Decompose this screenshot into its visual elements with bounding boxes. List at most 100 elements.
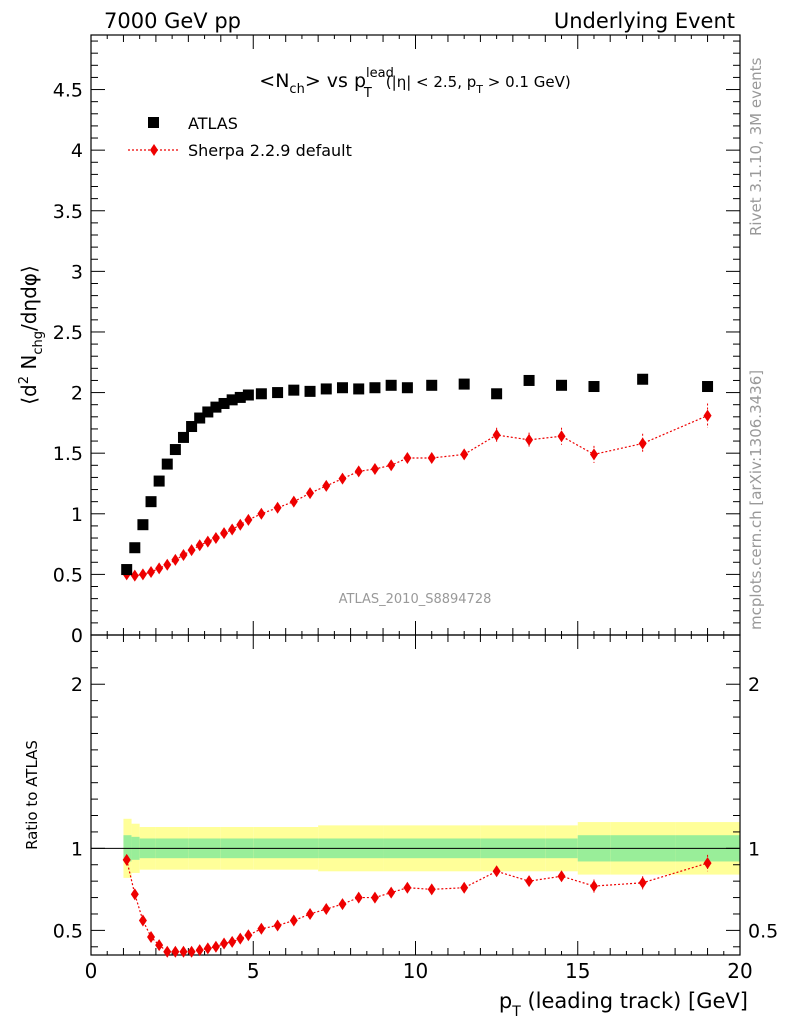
sherpa-ratio-point [171, 945, 180, 958]
atlas-main-point [353, 383, 365, 395]
sherpa-main-point [322, 479, 331, 492]
main-y-tick-label: 0.5 [53, 564, 83, 586]
sherpa-main-point [703, 409, 712, 422]
sherpa-ratio-point [289, 914, 298, 927]
x-axis-label: pT (leading track) [GeV] [499, 989, 748, 1020]
sherpa-ratio-point [370, 891, 379, 904]
main-y-tick-label: 1 [71, 504, 83, 526]
sherpa-ratio-point [228, 935, 237, 948]
sherpa-main-series [122, 403, 712, 582]
atlas-main-point [401, 382, 413, 394]
main-y-tick-label: 3.5 [53, 201, 83, 223]
main-y-tick-label: 0 [71, 625, 83, 647]
header-right: Underlying Event [554, 9, 735, 33]
sherpa-main-point [525, 433, 534, 446]
sherpa-ratio-point [306, 907, 315, 920]
atlas-main-point [161, 458, 173, 470]
atlas-main-point [702, 381, 714, 393]
atlas-main-point [288, 384, 300, 396]
x-tick-label: 15 [565, 959, 590, 983]
sherpa-main-point [460, 448, 469, 461]
sherpa-main-point [163, 558, 172, 571]
main-y-tick-label: 1.5 [53, 443, 83, 465]
sherpa-ratio-point [703, 857, 712, 870]
sherpa-ratio-point [273, 919, 282, 932]
sherpa-main-point [220, 527, 229, 540]
legend-sherpa-marker [150, 144, 158, 156]
sherpa-ratio-point [187, 945, 196, 958]
sherpa-main-point [179, 549, 188, 561]
sherpa-ratio-point [244, 929, 253, 942]
main-y-axis-label: ⟨d2 Nchg/dηdφ⟩ [17, 265, 46, 405]
main-y-tick-label: 2 [71, 383, 83, 405]
sherpa-main-point [492, 429, 501, 441]
atlas-main-point [129, 542, 141, 554]
sherpa-ratio-point [163, 945, 172, 958]
sherpa-ratio-point [338, 898, 347, 911]
x-tick-label: 0 [85, 959, 98, 983]
atlas-main-point [255, 388, 267, 400]
sherpa-ratio-point [492, 865, 501, 878]
atlas-main-point [369, 382, 381, 394]
sherpa-ratio-point [557, 870, 566, 883]
atlas-main-point [304, 385, 316, 397]
sherpa-ratio-point [195, 944, 204, 957]
atlas-main-point [426, 379, 438, 391]
sherpa-ratio-point [589, 880, 598, 893]
atlas-main-point [137, 519, 149, 531]
rivet-version-label: Rivet 3.1.10, 3M events [747, 57, 765, 236]
atlas-main-point [153, 475, 165, 487]
sherpa-main-point [638, 437, 647, 450]
sherpa-main-point [187, 544, 196, 557]
sherpa-ratio-line [126, 859, 708, 953]
main-y-tick-label: 4 [71, 140, 83, 162]
atlas-main-point [226, 394, 238, 406]
sherpa-ratio-point [460, 881, 469, 894]
atlas-main-point [210, 401, 222, 413]
x-tick-label: 10 [403, 959, 428, 983]
atlas-main-point [242, 389, 254, 401]
sherpa-main-point [338, 472, 347, 485]
atlas-main-point [194, 412, 206, 424]
ratio-y-tick-label-right: 0.5 [748, 920, 778, 942]
ratio-y-tick-label: 1 [71, 838, 83, 860]
sherpa-ratio-point [354, 891, 363, 904]
ratio-y-tick-label-right: 2 [748, 674, 760, 696]
analysis-watermark: ATLAS_2010_S8894728 [339, 592, 492, 607]
sherpa-ratio-point [179, 945, 188, 958]
ratio-plot-frame [90, 634, 741, 956]
legend-sherpa-label: Sherpa 2.2.9 default [188, 141, 352, 160]
sherpa-ratio-point [211, 940, 220, 953]
sherpa-main-point [306, 487, 315, 500]
atlas-main-point [121, 564, 133, 576]
sherpa-main-point [257, 507, 266, 520]
sherpa-ratio-point [638, 876, 647, 889]
ratio-y-tick-label-right: 1 [748, 838, 760, 860]
sherpa-main-point [387, 459, 396, 472]
atlas-main-point [556, 379, 568, 391]
main-y-tick-label: 4.5 [53, 80, 83, 102]
atlas-main-series [121, 373, 714, 576]
atlas-main-point [272, 387, 284, 399]
header-left: 7000 GeV pp [104, 9, 241, 33]
main-y-tick-label: 2.5 [53, 322, 83, 344]
sherpa-main-point [427, 452, 436, 465]
atlas-main-point [145, 496, 157, 508]
atlas-main-point [491, 388, 503, 400]
atlas-main-point [385, 379, 397, 391]
sherpa-main-point [155, 562, 164, 575]
sherpa-main-point [138, 568, 147, 581]
atlas-main-point [234, 391, 246, 403]
sherpa-ratio-point [122, 853, 131, 866]
legend-atlas-label: ATLAS [188, 114, 238, 133]
atlas-main-point [218, 397, 230, 409]
atlas-main-point [177, 431, 189, 443]
sherpa-ratio-point [220, 937, 229, 950]
sherpa-ratio-point [138, 914, 147, 927]
x-tick-label: 20 [727, 959, 752, 983]
atlas-main-point [523, 374, 535, 386]
sherpa-ratio-point [387, 886, 396, 899]
sherpa-main-point [130, 569, 139, 582]
